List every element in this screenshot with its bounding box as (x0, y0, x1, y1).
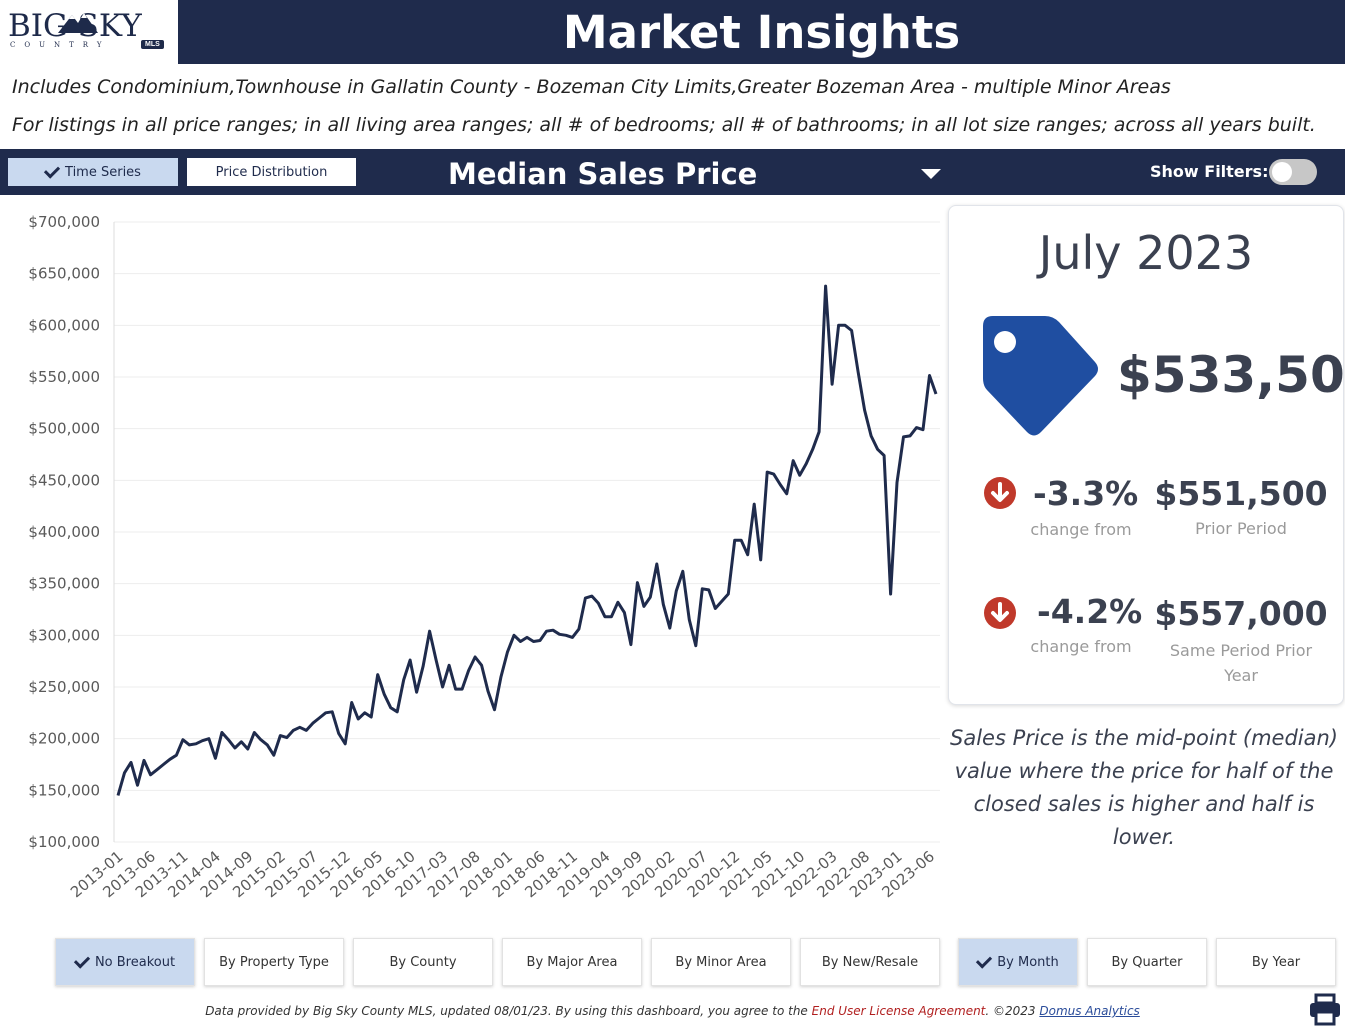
eula-link[interactable]: End User License Agreement (811, 1004, 986, 1018)
change-prior-year-caption: change from (1030, 637, 1132, 656)
by-minor-area-label: By Minor Area (675, 954, 767, 970)
y-tick-label: $150,000 (28, 781, 100, 799)
by-county-label: By County (389, 954, 457, 970)
by-new-resale-button[interactable]: By New/Resale (800, 938, 940, 986)
time-series-label: Time Series (65, 164, 141, 180)
y-tick-label: $400,000 (28, 523, 100, 541)
y-tick-label: $700,000 (28, 213, 100, 231)
footer-text: Data provided by Big Sky County MLS, upd… (205, 1004, 812, 1018)
by-month-button[interactable]: By Month (958, 938, 1078, 986)
by-year-button[interactable]: By Year (1216, 938, 1336, 986)
chevron-down-icon (921, 169, 941, 179)
check-icon (976, 951, 993, 969)
x-axis: 2013-012013-062013-112014-042014-092015-… (67, 847, 938, 901)
metric-dropdown[interactable]: Median Sales Price (438, 151, 950, 195)
check-icon (43, 161, 61, 179)
change-prior-year-pct: -4.2% (1037, 592, 1143, 631)
time-series-button[interactable]: Time Series (8, 158, 178, 186)
y-tick-label: $100,000 (28, 833, 100, 851)
by-property-type-label: By Property Type (219, 954, 329, 970)
no-breakout-label: No Breakout (94, 954, 176, 970)
by-property-type-button[interactable]: By Property Type (204, 938, 344, 986)
title-bar: Market Insights (178, 0, 1345, 64)
metric-selected-value: Median Sales Price (448, 157, 758, 191)
kpi-value: $533,500 (1117, 346, 1345, 404)
series-line (116, 284, 938, 796)
y-tick-label: $450,000 (28, 471, 100, 489)
by-month-label: By Month (997, 954, 1059, 970)
logo-badge: MLS (141, 40, 164, 49)
chart-grid (114, 221, 940, 843)
prior-period-label: Prior Period (1195, 519, 1287, 538)
logo-sub-text: COUNTRY (10, 41, 111, 49)
down-arrow-icon (984, 477, 1016, 509)
prior-period-value: $551,500 (1154, 474, 1328, 513)
metric-definition: Sales Price is the mid-point (median) va… (950, 726, 1338, 849)
by-minor-area-button[interactable]: By Minor Area (651, 938, 791, 986)
median-price-line-chart: $100,000 $150,000 $200,000 $250,000 $300,000… (28, 213, 940, 901)
by-quarter-button[interactable]: By Quarter (1087, 938, 1207, 986)
y-tick-label: $600,000 (28, 316, 100, 334)
y-tick-label: $500,000 (28, 420, 100, 438)
by-major-area-button[interactable]: By Major Area (502, 938, 642, 986)
footer: Data provided by Big Sky County MLS, upd… (0, 1004, 1345, 1018)
y-axis: $100,000 $150,000 $200,000 $250,000 $300,000… (28, 213, 115, 851)
y-tick-label: $350,000 (28, 575, 100, 593)
by-quarter-label: By Quarter (1111, 954, 1183, 970)
no-breakout-button[interactable]: No Breakout (55, 938, 195, 986)
down-arrow-icon (984, 597, 1016, 629)
price-tag-icon (983, 316, 1098, 436)
by-county-button[interactable]: By County (353, 938, 493, 986)
show-filters-label: Show Filters: (1150, 162, 1269, 181)
price-distribution-label: Price Distribution (215, 164, 328, 180)
show-filters-toggle[interactable] (1269, 159, 1317, 185)
mountain-icon (58, 13, 98, 33)
y-tick-label: $250,000 (28, 678, 100, 696)
by-new-resale-label: By New/Resale (821, 954, 919, 970)
domus-analytics-link[interactable]: Domus Analytics (1039, 1004, 1140, 1018)
filter-description-line1: Includes Condominium,Townhouse in Gallat… (12, 76, 1171, 98)
page-title: Market Insights (562, 6, 961, 59)
toolbar: Time Series Price Distribution Median Sa… (0, 149, 1345, 195)
same-period-prior-year-label: Same Period Prior Year (1169, 641, 1313, 685)
check-icon (73, 951, 91, 969)
by-major-area-label: By Major Area (526, 954, 618, 970)
change-prior-period-caption: change from (1030, 520, 1132, 539)
y-tick-label: $300,000 (28, 626, 100, 644)
filter-description-line2: For listings in all price ranges; in all… (12, 114, 1316, 136)
kpi-period: July 2023 (1038, 226, 1254, 280)
printer-icon[interactable] (1308, 992, 1342, 1026)
y-tick-label: $650,000 (28, 265, 100, 283)
y-tick-label: $550,000 (28, 368, 100, 386)
y-tick-label: $200,000 (28, 730, 100, 748)
change-prior-period-pct: -3.3% (1033, 474, 1139, 513)
same-period-prior-year-value: $557,000 (1154, 594, 1328, 633)
by-year-label: By Year (1251, 954, 1301, 970)
price-distribution-button[interactable]: Price Distribution (187, 158, 356, 186)
kpi-card: July 2023 $533,500 -3.3% change from $55… (948, 205, 1345, 705)
brand-logo: BIG SKY COUNTRY MLS (0, 0, 176, 64)
footer-text-copyright: . ©2023 (985, 1004, 1040, 1018)
toggle-knob (1272, 162, 1292, 182)
